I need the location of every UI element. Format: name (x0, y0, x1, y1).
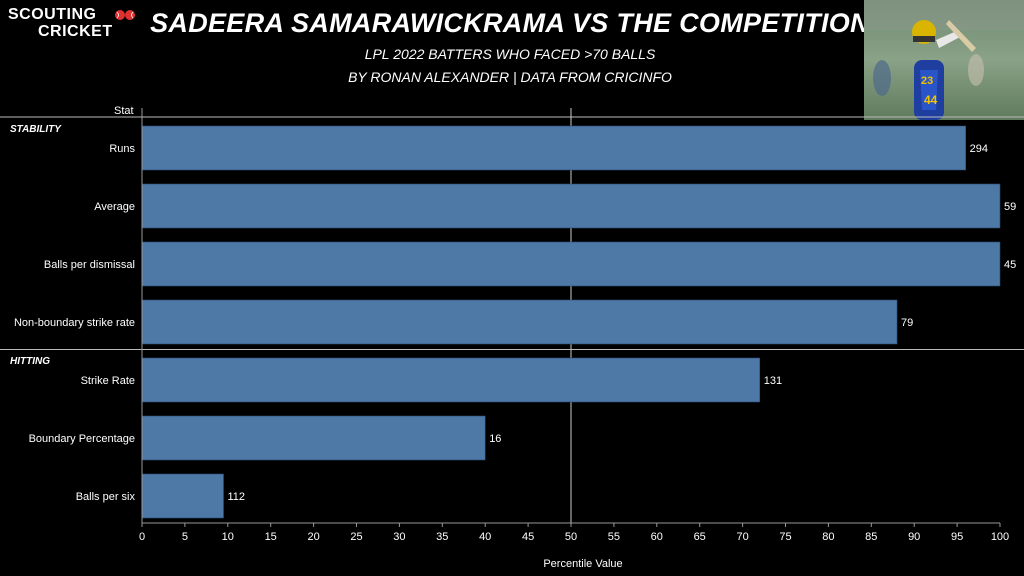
bar (141, 241, 1001, 287)
x-tick-label: 15 (265, 531, 277, 543)
x-tick-label: 40 (479, 531, 491, 543)
bar (141, 299, 898, 345)
x-tick-label: 35 (436, 531, 448, 543)
bar (141, 473, 224, 519)
data-label: 45 (1004, 259, 1016, 271)
bar (141, 357, 761, 403)
data-label: 79 (901, 317, 913, 329)
category-label: Balls per six (76, 491, 136, 503)
cricket-balls-icon (115, 10, 135, 20)
bar (141, 125, 966, 171)
category-label: Average (94, 201, 135, 213)
logo-line-2: CRICKET (38, 23, 113, 40)
x-tick-label: 25 (350, 531, 362, 543)
x-tick-label: 20 (307, 531, 319, 543)
x-tick-label: 50 (565, 531, 577, 543)
bar (141, 415, 486, 461)
x-tick-label: 95 (951, 531, 963, 543)
x-tick-label: 60 (651, 531, 663, 543)
x-tick-label: 100 (991, 531, 1009, 543)
logo-line-1: SCOUTING (8, 6, 97, 23)
x-tick-label: 5 (182, 531, 188, 543)
group-label: STABILITY (10, 124, 62, 135)
x-tick-label: 70 (736, 531, 748, 543)
x-axis-label: Percentile Value (543, 558, 622, 570)
data-label: 16 (489, 433, 501, 445)
player-photo: 23 44 (864, 0, 1024, 120)
x-tick-label: 75 (779, 531, 791, 543)
bar (141, 183, 1001, 229)
category-label: Runs (109, 143, 135, 155)
data-label: 294 (970, 143, 988, 155)
category-label: Strike Rate (81, 375, 135, 387)
data-label: 112 (228, 491, 246, 503)
x-tick-label: 65 (694, 531, 706, 543)
svg-text:44: 44 (924, 93, 938, 107)
x-tick-label: 0 (139, 531, 145, 543)
x-tick-label: 85 (865, 531, 877, 543)
x-tick-label: 30 (393, 531, 405, 543)
chart-subtitle: LPL 2022 BATTERS WHO FACED >70 BALLS (364, 46, 656, 62)
category-label: Boundary Percentage (29, 433, 135, 445)
scouting-cricket-logo: SCOUTING CRICKET (8, 6, 135, 40)
chart-title: SADEERA SAMARAWICKRAMA VS THE COMPETITIO… (150, 8, 870, 38)
data-label: 59 (1004, 201, 1016, 213)
category-label: Non-boundary strike rate (14, 317, 135, 329)
x-tick-label: 90 (908, 531, 920, 543)
group-label: HITTING (10, 356, 50, 367)
x-tick-label: 45 (522, 531, 534, 543)
data-label: 131 (764, 375, 782, 387)
x-tick-label: 80 (822, 531, 834, 543)
x-tick-label: 55 (608, 531, 620, 543)
x-tick-label: 10 (222, 531, 234, 543)
chart-byline: BY RONAN ALEXANDER | DATA FROM CRICINFO (348, 69, 672, 85)
row-header: Stat (114, 105, 134, 117)
svg-text:23: 23 (921, 75, 933, 87)
category-label: Balls per dismissal (44, 259, 135, 271)
